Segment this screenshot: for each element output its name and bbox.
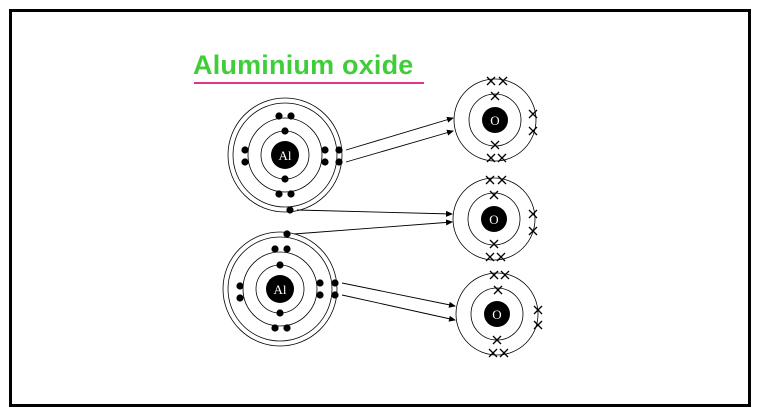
arrow-al1-to-o1-b <box>345 129 454 163</box>
oxygen-atom-1: O <box>453 76 538 163</box>
o1-outer-shell <box>453 78 537 162</box>
al1-electrons <box>241 112 343 214</box>
al2-outer-shell <box>222 231 338 347</box>
al2-electrons <box>236 230 339 332</box>
o2-nucleus <box>481 206 507 232</box>
al1-nucleus <box>271 141 299 169</box>
o2-outer-shell <box>452 177 536 261</box>
diagram-title: Aluminium oxide <box>193 50 414 80</box>
electron-transfer-arrows <box>293 116 456 322</box>
al1-middle-shell <box>247 117 323 193</box>
o1-electrons <box>486 76 538 163</box>
o1-inner-shell <box>468 93 522 147</box>
o2-symbol: O <box>489 212 498 227</box>
o2-inner-shell <box>467 192 521 246</box>
aluminium-atom-1: Al <box>227 97 343 214</box>
arrow-al2-to-o2 <box>293 219 453 235</box>
al2-symbol: Al <box>274 282 287 297</box>
al1-outer-shell <box>227 97 343 213</box>
oxygen-atom-2: O <box>452 175 538 262</box>
o2-electrons <box>485 175 538 262</box>
arrow-al2-to-o3-a <box>341 282 456 308</box>
aluminium-atom-2: Al <box>222 230 339 347</box>
al2-middle-shell <box>242 251 318 327</box>
o1-symbol: O <box>490 113 499 128</box>
arrow-al1-to-o2 <box>296 209 453 217</box>
arrow-al2-to-o3-b <box>341 294 456 322</box>
o3-nucleus <box>484 301 510 327</box>
al2-outer-shell-inner-ring <box>227 236 333 342</box>
o3-electrons <box>488 270 543 358</box>
al1-symbol: Al <box>279 148 292 163</box>
al1-outer-shell-inner-ring <box>232 102 338 208</box>
o1-nucleus <box>482 107 508 133</box>
title-underline <box>194 82 424 84</box>
oxygen-atom-3: O <box>455 270 543 358</box>
o3-outer-shell <box>455 272 539 356</box>
o3-symbol: O <box>492 307 501 322</box>
arrow-al1-to-o1-a <box>345 116 454 151</box>
slide-frame <box>9 9 751 407</box>
al2-nucleus <box>266 275 294 303</box>
